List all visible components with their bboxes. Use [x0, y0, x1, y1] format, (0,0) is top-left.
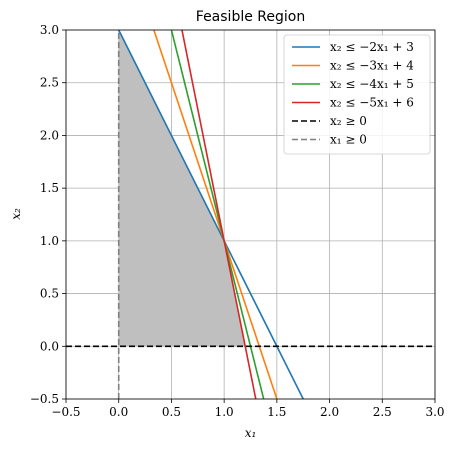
feasible-region-fill [118, 30, 246, 347]
series-line-0 [117, 30, 305, 399]
y-tick-label: 3.0 [40, 23, 59, 37]
legend-entry-4: x₂ ≥ 0 [330, 114, 367, 128]
y-tick-label: 1.0 [40, 234, 59, 248]
legend-box [283, 34, 431, 155]
x-tick-label: 1.5 [267, 405, 286, 419]
y-axis-label: x₂ [9, 208, 23, 220]
chart-title: Feasible Region [196, 9, 305, 25]
y-tick-label: 0.0 [40, 339, 59, 353]
y-tick-label: 2.5 [40, 76, 59, 90]
x-tick-label: 3.0 [425, 405, 444, 419]
y-tick-label: 0.5 [40, 287, 59, 301]
x-axis-label: x₁ [245, 426, 257, 440]
y-axis-ticks: −0.5 0.0 0.5 1.0 1.5 2.0 2.5 3.0 [30, 23, 66, 406]
x-tick-label: 0.0 [109, 405, 128, 419]
x-tick-label: 0.5 [162, 405, 181, 419]
series-lines [66, 30, 435, 399]
series-line-3 [181, 30, 257, 399]
legend-entry-2: x₂ ≤ −4x₁ + 5 [330, 77, 414, 91]
x-tick-label: −0.5 [51, 405, 80, 419]
axes-frame [65, 29, 436, 400]
x-tick-label: 2.0 [320, 405, 339, 419]
series-line-1 [153, 30, 278, 399]
y-tick-label: −0.5 [30, 392, 59, 406]
x-tick-label: 2.5 [373, 405, 392, 419]
y-tick-label: 1.5 [40, 181, 59, 195]
legend-entry-3: x₂ ≤ −5x₁ + 6 [330, 96, 414, 110]
y-tick-label: 2.0 [40, 128, 59, 142]
x-axis-ticks: −0.5 0.0 0.5 1.0 1.5 2.0 2.5 3.0 [51, 399, 445, 419]
legend: x₂ ≤ −2x₁ + 3 x₂ ≤ −3x₁ + 4 x₂ ≤ −4x₁ + 5 x… [283, 34, 431, 155]
legend-entry-5: x₁ ≥ 0 [330, 133, 367, 147]
legend-entry-0: x₂ ≤ −2x₁ + 3 [330, 40, 414, 54]
x-tick-label: 1.0 [215, 405, 234, 419]
legend-entry-1: x₂ ≤ −3x₁ + 4 [330, 59, 414, 73]
